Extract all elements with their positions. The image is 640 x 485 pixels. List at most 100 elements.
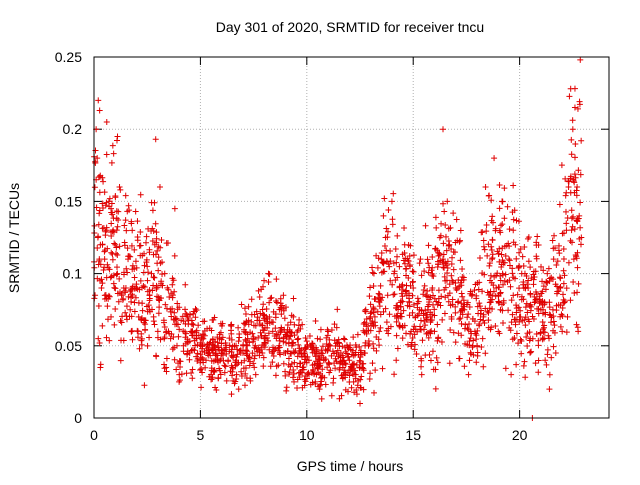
data-point [342,361,349,368]
data-point [125,293,132,300]
data-point [398,283,405,290]
data-point [315,356,322,363]
data-point [112,194,119,201]
data-point [351,389,358,396]
data-point [396,323,403,330]
data-point [154,334,161,341]
data-point [557,323,564,330]
data-point [393,318,400,325]
data-point [163,305,170,312]
data-point [353,344,360,351]
data-point [486,262,493,269]
data-point [137,229,144,235]
data-point [244,331,251,338]
data-point [228,336,235,343]
data-point [523,334,530,341]
data-point [248,296,255,303]
data-point [236,334,243,341]
data-point [273,363,280,370]
data-point [341,357,348,364]
data-point [175,333,182,340]
data-point [258,346,265,353]
data-point [532,298,539,305]
data-point [476,300,483,307]
data-point [225,358,232,365]
data-point [533,242,540,249]
data-point [201,318,208,325]
data-point [496,181,503,188]
data-point [539,278,546,285]
data-point [233,342,240,349]
data-point [497,222,504,229]
data-point [106,337,113,344]
data-point [113,271,120,278]
data-point [567,297,574,304]
data-point [175,360,182,367]
data-point [290,339,297,346]
data-point [295,341,302,348]
data-point [420,286,427,293]
data-point [144,342,151,349]
data-point [466,342,473,349]
data-point [473,359,480,366]
data-point [194,350,201,357]
data-point [96,339,103,346]
data-point [221,362,228,369]
data-point [116,275,123,282]
data-point [113,137,120,144]
data-point [478,307,485,314]
data-point [270,308,277,315]
data-point [328,352,335,359]
data-point [559,328,566,335]
data-point [572,252,579,259]
data-point [506,257,513,264]
data-point [567,237,574,244]
data-point [557,302,564,309]
data-point [412,314,419,321]
data-point [407,242,414,249]
data-point [109,251,116,258]
data-point [366,293,373,300]
data-point [188,347,195,354]
data-point [246,353,253,360]
data-point [571,154,578,161]
data-point [240,365,247,372]
data-point [177,364,184,371]
data-point [378,249,385,256]
data-point [367,301,374,308]
data-point [428,327,435,334]
data-point [230,377,237,384]
data-point [533,330,540,337]
data-point [458,332,465,339]
data-point [453,286,460,293]
data-point [99,200,106,207]
data-point [520,362,527,369]
data-point [425,242,432,249]
data-point [257,329,264,336]
data-point [140,317,147,324]
data-point [128,286,135,293]
data-point [190,310,197,317]
data-point [123,303,130,310]
data-point [121,242,128,249]
data-point [337,354,344,361]
data-point [464,314,471,321]
data-point [435,252,442,259]
data-point [376,303,383,310]
data-point [427,317,434,324]
data-point [209,336,216,343]
data-point [160,317,167,324]
data-point [157,244,164,251]
data-point [494,270,501,277]
data-point [179,313,186,320]
data-point [103,151,110,158]
data-point [387,277,394,284]
data-point [189,366,196,373]
data-point [521,316,528,323]
data-point [319,350,326,357]
data-point [108,249,115,256]
data-point [245,303,252,310]
data-point [522,285,529,292]
data-point [449,296,456,303]
data-point [435,261,442,268]
